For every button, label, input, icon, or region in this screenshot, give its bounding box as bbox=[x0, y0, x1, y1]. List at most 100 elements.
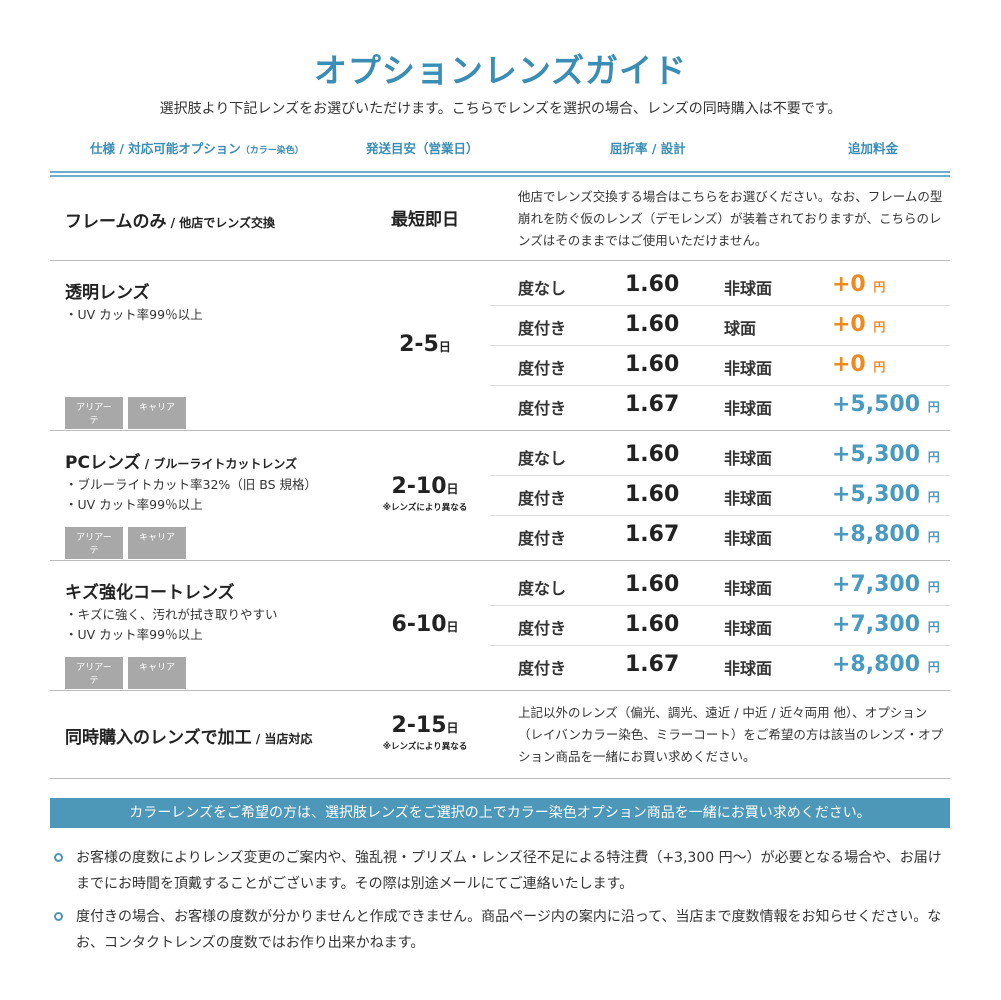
days-unit: 日 bbox=[438, 340, 451, 354]
lens-section: フレームのみ / 他店でレンズ交換 最短即日 他店でレンズ交換する場合はこちらをお選… bbox=[50, 177, 950, 261]
price-unit: 円 bbox=[927, 490, 940, 504]
price-unit: 円 bbox=[927, 660, 940, 674]
lens-option-row: 度付き 1.60 非球面 +5,300 円 bbox=[490, 476, 950, 516]
option-tag: アリアーテ bbox=[65, 657, 123, 689]
days-note: ※レンズにより異なる bbox=[382, 503, 468, 513]
header-spec-label: 仕様 / 対応可能オプション bbox=[90, 141, 241, 156]
days-value: 2-15 bbox=[391, 713, 447, 738]
additional-price: +7,300 円 bbox=[832, 612, 940, 637]
section-bullets: ・キズに強く、汚れが拭き取りやすい ・UV カット率99％以上 bbox=[65, 605, 278, 645]
additional-price: +8,800 円 bbox=[832, 652, 940, 677]
days-unit: 日 bbox=[446, 620, 459, 634]
section-description: 上記以外のレンズ（偏光、調光、遠近 / 中近 / 近々両用 他）、オプション（レ… bbox=[518, 705, 944, 764]
prescription-type: 度付き bbox=[518, 359, 567, 378]
days-value: 最短即日 bbox=[391, 210, 459, 230]
note-text: 度付きの場合、お客様の度数が分かりませんと作成できません。商品ページ内の案内に沿… bbox=[76, 909, 942, 951]
refractive-index: 1.60 bbox=[625, 352, 680, 377]
option-tag: アリアーテ bbox=[65, 527, 123, 559]
note-item: 度付きの場合、お客様の度数が分かりませんと作成できません。商品ページ内の案内に沿… bbox=[54, 904, 954, 956]
header-price: 追加料金 bbox=[848, 141, 899, 156]
section-name: キズ強化コートレンズ bbox=[65, 578, 235, 603]
header-index: 屈折率 / 設計 bbox=[610, 141, 686, 156]
days-value: 2-5 bbox=[399, 332, 439, 357]
refractive-index: 1.60 bbox=[625, 312, 680, 337]
price-unit: 円 bbox=[927, 530, 940, 544]
refractive-index: 1.60 bbox=[625, 272, 680, 297]
shipping-days: 2-10日 ※レンズにより異なる bbox=[360, 474, 490, 513]
refractive-index: 1.60 bbox=[625, 442, 680, 467]
days-note: ※レンズにより異なる bbox=[382, 742, 468, 752]
lens-design: 非球面 bbox=[724, 579, 773, 598]
days-value: 2-10 bbox=[391, 474, 447, 499]
price-value: +5,500 bbox=[832, 392, 921, 417]
prescription-type: 度なし bbox=[518, 579, 567, 598]
section-name: PCレンズ / ブルーライトカットレンズ bbox=[65, 448, 297, 473]
refractive-index: 1.60 bbox=[625, 482, 680, 507]
lens-section: PCレンズ / ブルーライトカットレンズ ・ブルーライトカット率32%（旧 BS … bbox=[50, 431, 950, 561]
section-name-sub: / 他店でレンズ交換 bbox=[166, 216, 275, 230]
price-value: +5,300 bbox=[832, 482, 921, 507]
color-lens-banner: カラーレンズをご希望の方は、選択肢レンズをご選択の上でカラー染色オプション商品を… bbox=[50, 798, 950, 828]
page-subtitle: 選択肢より下記レンズをお選びいただけます。こちらでレンズを選択の場合、レンズの同… bbox=[159, 101, 842, 117]
note-item: お客様の度数によりレンズ変更のご案内や、強乱視・プリズム・レンズ径不足による特注… bbox=[54, 845, 954, 897]
note-text: お客様の度数によりレンズ変更のご案内や、強乱視・プリズム・レンズ径不足による特注… bbox=[76, 850, 942, 892]
option-tag: キャリア bbox=[128, 527, 186, 559]
header-spec: 仕様 / 対応可能オプション（カラー染色） bbox=[90, 138, 304, 157]
shipping-days: 6-10日 bbox=[360, 612, 490, 637]
section-description: 他店でレンズ交換する場合はこちらをお選びください。なお、フレームの型崩れを防ぐ仮… bbox=[518, 189, 943, 248]
additional-price: +0 円 bbox=[832, 352, 885, 377]
lens-option-row: 度付き 1.60 球面 +0 円 bbox=[490, 306, 950, 346]
price-unit: 円 bbox=[927, 450, 940, 464]
section-name: フレームのみ / 他店でレンズ交換 bbox=[65, 207, 275, 232]
lens-option-row: 度なし 1.60 非球面 +0 円 bbox=[490, 266, 950, 306]
additional-price: +5,500 円 bbox=[832, 392, 940, 417]
lens-option-row: 度付き 1.67 非球面 +5,500 円 bbox=[490, 386, 950, 426]
lens-option-row: 度付き 1.60 非球面 +7,300 円 bbox=[490, 606, 950, 646]
price-value: +7,300 bbox=[832, 572, 921, 597]
section-bullets: ・ブルーライトカット率32%（旧 BS 規格） ・UV カット率99％以上 bbox=[65, 475, 317, 515]
bullet-item: ・UV カット率99％以上 bbox=[65, 497, 203, 512]
price-value: +7,300 bbox=[832, 612, 921, 637]
lens-option-row: 度なし 1.60 非球面 +5,300 円 bbox=[490, 436, 950, 476]
price-value: +8,800 bbox=[832, 522, 921, 547]
circle-bullet-icon bbox=[54, 912, 63, 921]
lens-design: 非球面 bbox=[724, 489, 773, 508]
prescription-type: 度付き bbox=[518, 489, 567, 508]
section-name-main: 透明レンズ bbox=[65, 283, 150, 303]
section-name-main: キズ強化コートレンズ bbox=[65, 583, 235, 603]
shipping-days: 2-5日 bbox=[360, 332, 490, 357]
section-name-main: PCレンズ bbox=[65, 453, 141, 473]
lens-design: 非球面 bbox=[724, 359, 773, 378]
lens-option-row: 度付き 1.67 非球面 +8,800 円 bbox=[490, 646, 950, 686]
header-days: 発送目安（営業日） bbox=[366, 141, 479, 156]
shipping-days: 2-15日 ※レンズにより異なる bbox=[360, 713, 490, 752]
section-bullets: ・UV カット率99％以上 bbox=[65, 305, 203, 325]
section-name: 透明レンズ bbox=[65, 278, 150, 303]
price-value: +0 bbox=[832, 352, 866, 377]
page-title: オプションレンズガイド bbox=[313, 51, 688, 90]
refractive-index: 1.67 bbox=[625, 522, 680, 547]
prescription-type: 度なし bbox=[518, 279, 567, 298]
lens-section: 透明レンズ ・UV カット率99％以上 アリアーテ キャリア 2-5日 度なし 1.60 非球… bbox=[50, 261, 950, 431]
lens-design: 非球面 bbox=[724, 279, 773, 298]
prescription-type: 度付き bbox=[518, 659, 567, 678]
bullet-item: ・UV カット率99％以上 bbox=[65, 307, 203, 322]
section-name-sub: / ブルーライトカットレンズ bbox=[140, 457, 298, 471]
bullet-item: ・キズに強く、汚れが拭き取りやすい bbox=[65, 607, 278, 622]
lens-design: 球面 bbox=[724, 319, 757, 338]
prescription-type: 度付き bbox=[518, 399, 567, 418]
header-divider bbox=[50, 171, 950, 177]
option-tag: キャリア bbox=[128, 657, 186, 689]
additional-price: +0 円 bbox=[832, 272, 885, 297]
refractive-index: 1.60 bbox=[625, 572, 680, 597]
lens-design: 非球面 bbox=[724, 659, 773, 678]
price-unit: 円 bbox=[927, 400, 940, 414]
additional-price: +0 円 bbox=[832, 312, 885, 337]
section-name-main: フレームのみ bbox=[65, 212, 167, 232]
lens-design: 非球面 bbox=[724, 529, 773, 548]
option-tags: アリアーテ キャリア bbox=[65, 657, 186, 689]
section-name: 同時購入のレンズで加工 / 当店対応 bbox=[65, 723, 312, 748]
price-value: +8,800 bbox=[832, 652, 921, 677]
days-value: 6-10 bbox=[391, 612, 447, 637]
price-value: +0 bbox=[832, 312, 866, 337]
